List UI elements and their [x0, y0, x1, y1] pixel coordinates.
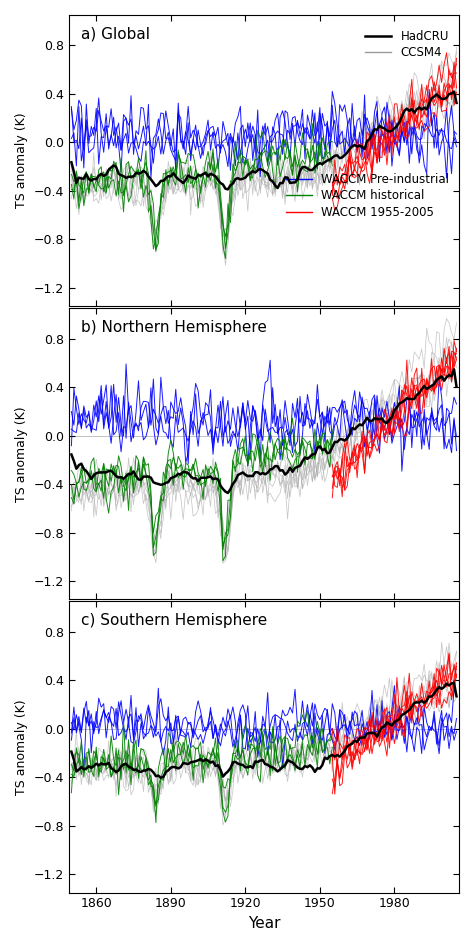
Legend: WACCM Pre-industrial, WACCM historical, WACCM 1955-2005: WACCM Pre-industrial, WACCM historical, … [286, 172, 449, 219]
Text: c) Southern Hemisphere: c) Southern Hemisphere [81, 613, 267, 628]
Y-axis label: TS anomaly (K): TS anomaly (K) [15, 406, 28, 501]
Y-axis label: TS anomaly (K): TS anomaly (K) [15, 113, 28, 208]
Text: a) Global: a) Global [81, 26, 150, 42]
Y-axis label: TS anomaly (K): TS anomaly (K) [15, 699, 28, 795]
X-axis label: Year: Year [248, 916, 280, 931]
Text: b) Northern Hemisphere: b) Northern Hemisphere [81, 320, 266, 335]
